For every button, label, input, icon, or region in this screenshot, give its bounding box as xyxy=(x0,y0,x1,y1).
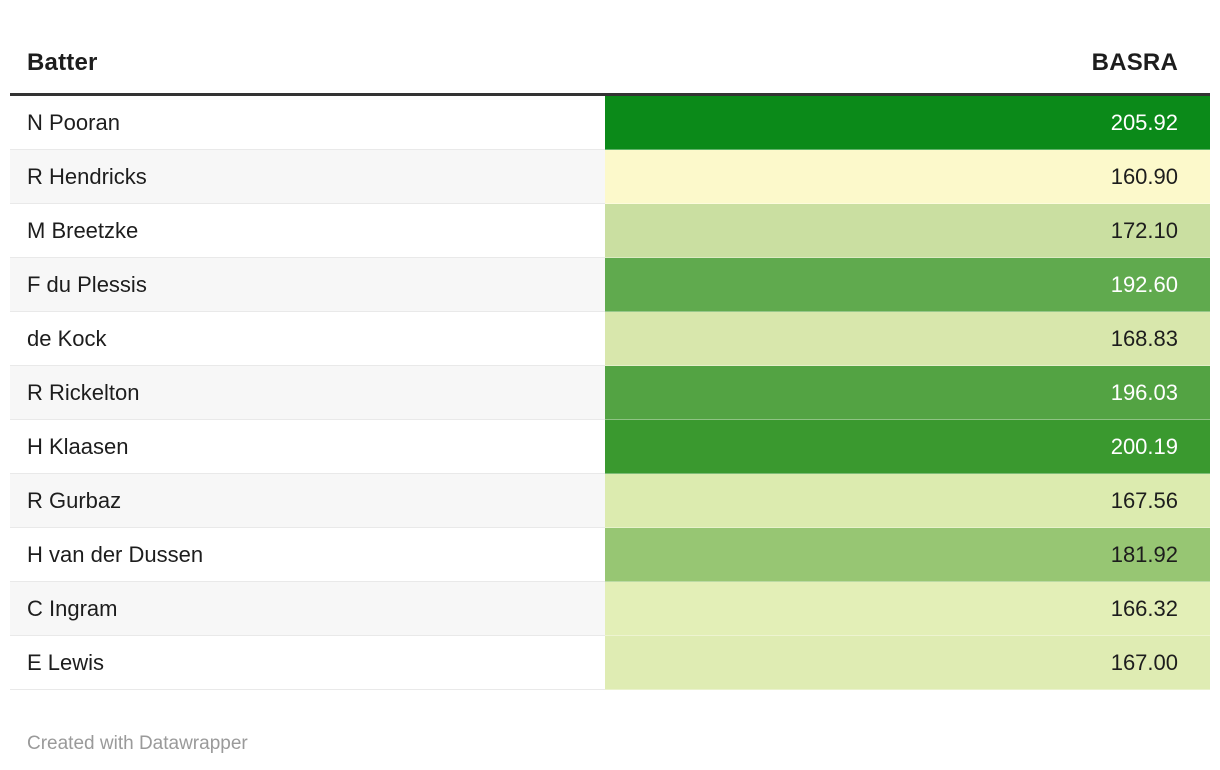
basra-value-cell: 200.19 xyxy=(605,420,1210,474)
table-row: R Rickelton 196.03 xyxy=(10,366,1210,420)
batter-name-cell: M Breetzke xyxy=(10,204,605,258)
column-header-batter: Batter xyxy=(27,49,98,76)
batter-name-cell: F du Plessis xyxy=(10,258,605,312)
table-row: R Gurbaz 167.56 xyxy=(10,474,1210,528)
batter-name-cell: C Ingram xyxy=(10,582,605,636)
table-body: N Pooran 205.92 R Hendricks 160.90 M Breetzk… xyxy=(10,96,1210,690)
table-row: N Pooran 205.92 xyxy=(10,96,1210,150)
table-row: de Kock 168.83 xyxy=(10,312,1210,366)
batter-name-cell: H van der Dussen xyxy=(10,528,605,582)
basra-value-cell: 166.32 xyxy=(605,582,1210,636)
basra-value-cell: 167.56 xyxy=(605,474,1210,528)
basra-value-cell: 192.60 xyxy=(605,258,1210,312)
basra-value-cell: 205.92 xyxy=(605,96,1210,150)
basra-value-cell: 181.92 xyxy=(605,528,1210,582)
basra-value-cell: 168.83 xyxy=(605,312,1210,366)
table: Batter BASRA N Pooran 205.92 R Hendricks 16… xyxy=(10,0,1210,690)
table-header-row: Batter BASRA xyxy=(10,0,1210,96)
basra-value-cell: 172.10 xyxy=(605,204,1210,258)
batter-name-cell: R Rickelton xyxy=(10,366,605,420)
batter-name-cell: R Gurbaz xyxy=(10,474,605,528)
batter-name-cell: H Klaasen xyxy=(10,420,605,474)
batter-name-cell: E Lewis xyxy=(10,636,605,690)
table-row: F du Plessis 192.60 xyxy=(10,258,1210,312)
table-row: C Ingram 166.32 xyxy=(10,582,1210,636)
batter-name-cell: R Hendricks xyxy=(10,150,605,204)
batter-name-cell: de Kock xyxy=(10,312,605,366)
basra-value-cell: 160.90 xyxy=(605,150,1210,204)
column-header-basra: BASRA xyxy=(1091,49,1178,76)
table-row: R Hendricks 160.90 xyxy=(10,150,1210,204)
table-row: H Klaasen 200.19 xyxy=(10,420,1210,474)
datawrapper-attribution-link[interactable]: Created with Datawrapper xyxy=(27,733,248,754)
table-row: E Lewis 167.00 xyxy=(10,636,1210,690)
batter-name-cell: N Pooran xyxy=(10,96,605,150)
basra-value-cell: 196.03 xyxy=(605,366,1210,420)
basra-value-cell: 167.00 xyxy=(605,636,1210,690)
table-row: M Breetzke 172.10 xyxy=(10,204,1210,258)
table-row: H van der Dussen 181.92 xyxy=(10,528,1210,582)
